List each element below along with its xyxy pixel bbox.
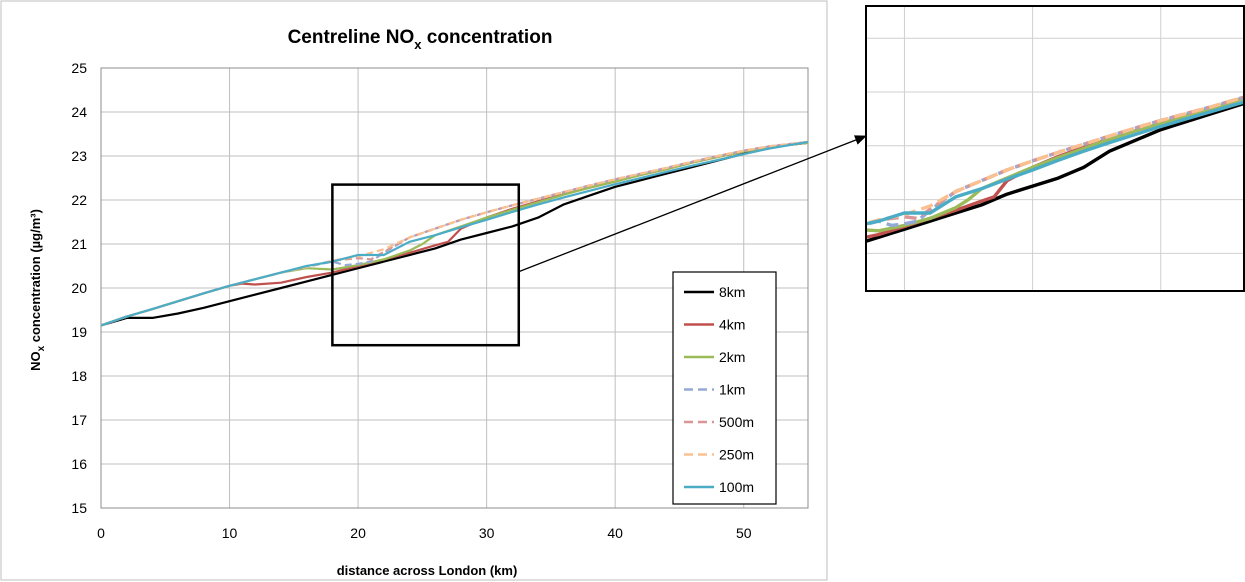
x-tick-label: 30: [479, 525, 495, 541]
zoom-arrow: [517, 135, 867, 273]
x-tick-label: 20: [350, 525, 366, 541]
y-tick-label: 23: [71, 148, 87, 164]
y-tick-label: 25: [71, 60, 87, 76]
legend-label-100m: 100m: [719, 479, 754, 495]
y-tick-label: 18: [71, 368, 87, 384]
legend-label-8km: 8km: [719, 284, 745, 300]
y-tick-label: 24: [71, 104, 87, 120]
series-line-8km: [100, 141, 809, 327]
chart-title: Centreline NOx concentration: [288, 27, 553, 52]
y-tick-label: 16: [71, 456, 87, 472]
x-tick-label: 50: [736, 525, 752, 541]
legend-label-1km: 1km: [719, 382, 745, 398]
inset-series-line-100m: [866, 100, 1244, 226]
legend-label-250m: 250m: [719, 447, 754, 463]
inset-series-group: [866, 95, 1244, 244]
inset-series-line-8km: [866, 101, 1244, 244]
inset-background: [866, 6, 1244, 291]
x-axis-label: distance across London (km): [337, 563, 518, 578]
x-tick-label: 0: [97, 525, 105, 541]
series-line-100m: [100, 140, 809, 327]
x-tick-label: 40: [607, 525, 623, 541]
legend: 8km 4km 2km 1km 500m 250m 100m: [672, 271, 777, 505]
tick-labels: 15 16 17 18 19 20 21 22 23 24 25 0 10 20 30 40 50: [71, 60, 751, 541]
y-axis-label: NOx concentration (µg/m³): [28, 209, 47, 371]
inset-series-line-250m: [866, 95, 1244, 226]
y-tick-label: 20: [71, 280, 87, 296]
main-series-group: [100, 140, 809, 327]
legend-label-500m: 500m: [719, 414, 754, 430]
zoom-box: [331, 183, 521, 347]
plot-frame: [100, 67, 809, 509]
inset-plot: [865, 5, 1245, 292]
y-tick-label: 21: [71, 236, 87, 252]
y-tick-label: 19: [71, 324, 87, 340]
x-tick-label: 10: [222, 525, 238, 541]
legend-frame: [672, 271, 777, 505]
y-tick-label: 15: [71, 500, 87, 516]
y-tick-label: 17: [71, 412, 87, 428]
legend-label-4km: 4km: [719, 317, 745, 333]
y-tick-label: 22: [71, 192, 87, 208]
inset-frame: [865, 5, 1245, 292]
inset-gridlines: [866, 6, 1244, 291]
legend-label-2km: 2km: [719, 349, 745, 365]
